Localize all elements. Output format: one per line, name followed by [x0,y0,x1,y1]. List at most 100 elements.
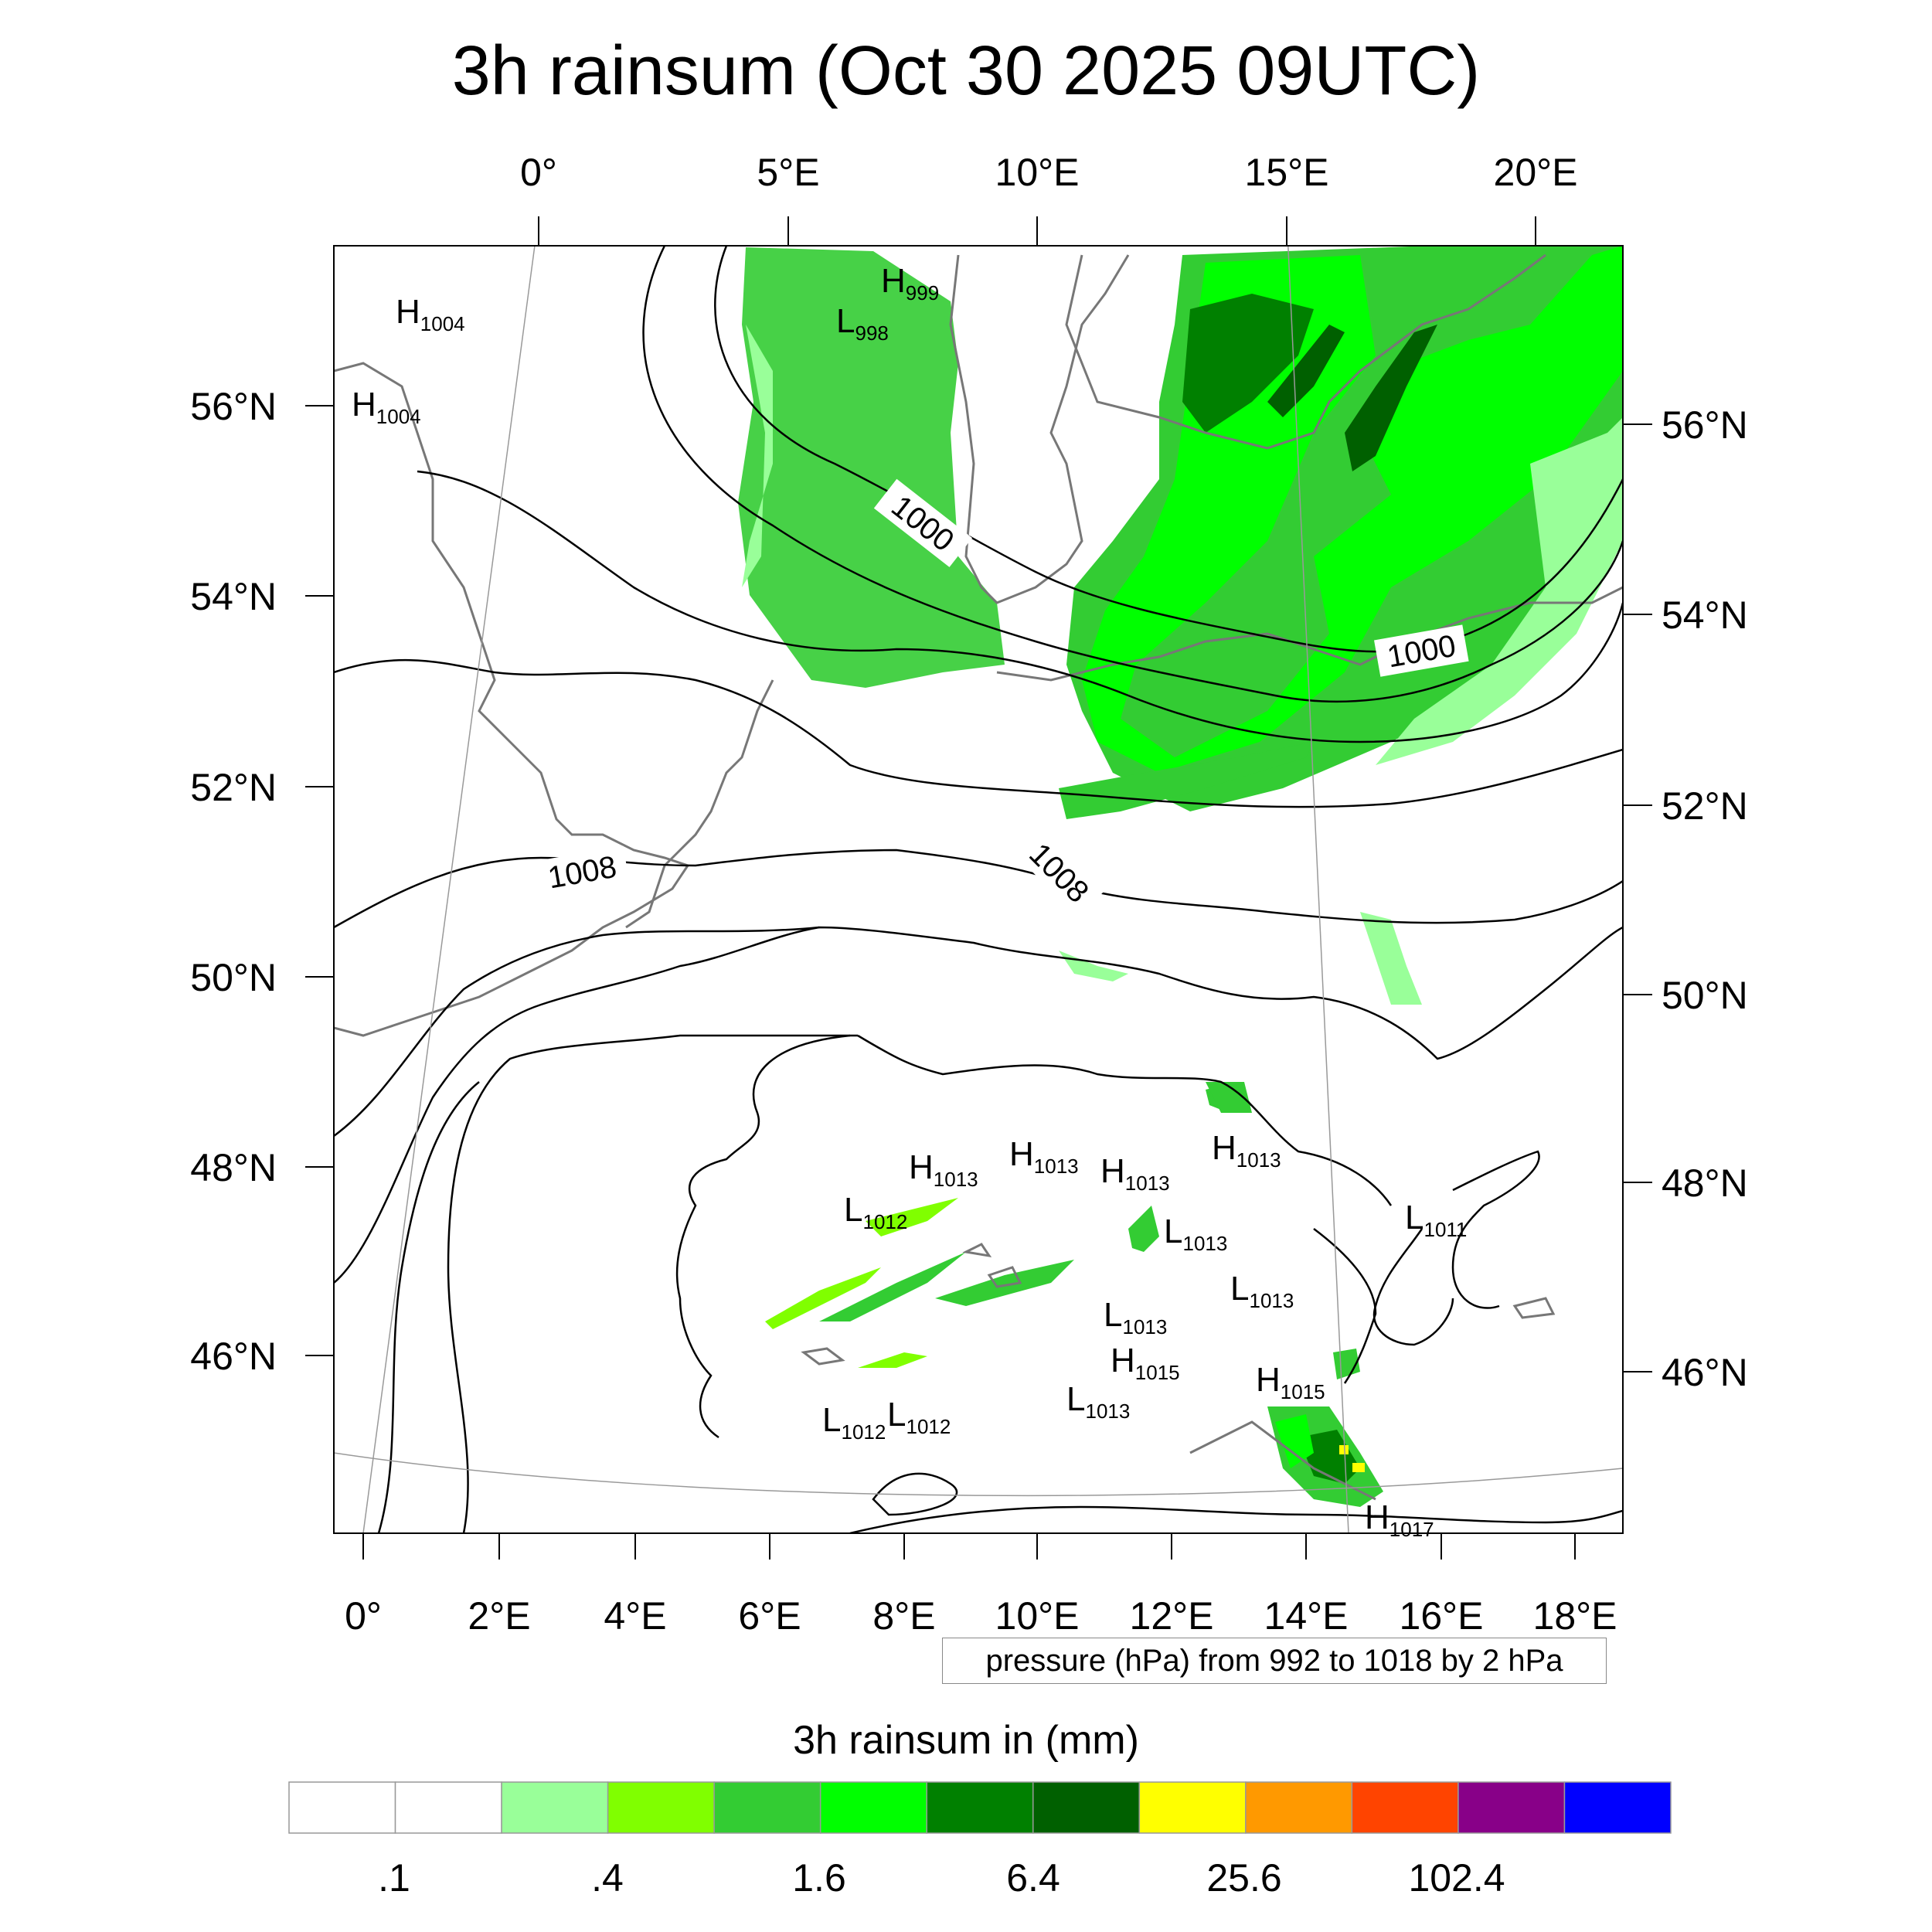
rain-area-baltic-dark3 [1267,325,1345,417]
colorbar-swatch-8 [1032,1781,1141,1834]
lat-label-right-48n: 48°N [1662,1162,1748,1205]
lat-label-right-54n: 54°N [1662,594,1748,637]
isobar-5 [334,849,1623,929]
colorbar-swatch-3 [501,1781,609,1834]
colorbar-swatch-4 [607,1781,715,1834]
lat-label-left-56n: 56°N [190,385,277,428]
isobar-east-1 [1451,1150,1540,1309]
colorbar-swatch-6 [819,1781,927,1834]
lake-4 [962,1243,992,1258]
lon-label-top-0: 0° [520,151,557,194]
lon-label-bottom-12e: 12°E [1130,1594,1214,1638]
pressure-center-h1013-a: H1013 [909,1148,978,1191]
map-frame [333,245,1624,1534]
map-content [334,246,1623,1533]
isobar-4 [334,658,1623,808]
colorbar-label-6-4: 6.4 [1006,1856,1060,1900]
pressure-center-h999: H999 [881,262,939,304]
rain-area-baltic-dark2 [1345,325,1437,471]
pressure-center-h1004-b: H1004 [352,386,421,428]
pressure-center-l1012-c: L1012 [887,1396,951,1438]
rain-band-germany [1059,742,1314,819]
lon-label-top-15e: 15°E [1245,151,1329,194]
isobar-south-2 [872,1472,958,1516]
isobar-6 [334,926,1623,1138]
lon-label-bottom-0: 0° [345,1594,382,1638]
lat-labels-right: 56°N 54°N 52°N 50°N 48°N 46°N [1662,403,1748,1394]
rain-area-baltic-dark [1182,294,1314,433]
rain-patch-slovenia-bright [1275,1414,1314,1468]
lon-label-bottom-10e: 10°E [995,1594,1080,1638]
pressure-center-l1013-b: L1013 [1230,1270,1294,1312]
meridian-15e [1287,246,1349,1533]
pressure-center-h1015-a: H1015 [1111,1342,1180,1384]
pressure-center-l1012-b: L1012 [822,1401,886,1444]
pressure-contour-note: pressure (hPa) from 992 to 1018 by 2 hPa [942,1638,1607,1684]
colorbar-swatch-9 [1138,1781,1247,1834]
rain-areas [738,246,1623,1507]
colorbar-swatch-7 [926,1781,1034,1834]
isobar-alps-2 [675,1034,851,1439]
lon-label-top-10e: 10°E [995,151,1080,194]
lon-labels-top: 0° 5°E 10°E 15°E 20°E [520,151,1577,194]
coastline-adriatic [1189,1420,1376,1501]
colorbar-swatch-2 [394,1781,502,1834]
colorbar-label-1-6: 1.6 [792,1856,846,1900]
coastline-britain [334,362,690,1037]
colorbar-swatch-12 [1458,1781,1566,1834]
colorbar-swatch-13 [1563,1781,1672,1834]
rain-patch-czech [1059,951,1128,981]
graticule [334,246,1623,1533]
lat-label-left-52n: 52°N [190,766,277,809]
isobar-1 [714,246,1623,653]
rain-area-north-sea-light [742,325,773,587]
isobars [334,246,1623,1533]
isobar-2 [642,246,1623,703]
isobar-south [849,1505,1623,1533]
coastline-sweden-south [1065,253,1546,450]
lon-label-bottom-4e: 4°E [604,1594,666,1638]
rain-area-baltic-light-edge [1376,417,1623,765]
coastlines [334,253,1623,1501]
lon-labels-bottom: 0° 2°E 4°E 6°E 8°E 10°E 12°E 14°E 16°E 1… [345,1594,1617,1638]
lon-label-bottom-2e: 2°E [468,1594,530,1638]
colorbar-title: 3h rainsum in (mm) [793,1718,1139,1763]
lon-label-bottom-14e: 14°E [1264,1594,1349,1638]
rain-streak-alps-5 [858,1352,927,1368]
lake-1 [801,1347,845,1366]
lat-label-right-52n: 52°N [1662,784,1748,828]
pressure-centers: H1004 H1004 H999 L998 H1013 H1013 H1013 … [352,262,1467,1541]
rain-area-north-sea [738,247,1005,688]
isobar-3 [417,470,1623,743]
lat-label-right-56n: 56°N [1662,403,1748,447]
isobar-8 [447,1034,858,1533]
rain-streak-alps-2 [819,1252,966,1321]
meridian-0 [362,246,536,1533]
lon-label-bottom-6e: 6°E [738,1594,801,1638]
coastline-continent [625,679,774,929]
parallel-45n [334,1452,1623,1497]
lon-label-bottom-18e: 18°E [1533,1594,1617,1638]
lat-label-left-48n: 48°N [190,1146,277,1189]
colorbar-swatch-10 [1245,1781,1353,1834]
pressure-center-l998: L998 [836,302,889,345]
rain-streak-alps-1 [765,1267,881,1329]
rain-patch-heavy-1 [1339,1445,1349,1454]
pressure-center-h1013-c: H1013 [1100,1152,1170,1195]
colorbar-swatch-11 [1351,1781,1459,1834]
colorbar-label-0-1: .1 [378,1856,410,1900]
isobar-label-1008-a: 1008 [546,850,619,896]
pressure-center-h1004-a: H1004 [396,293,465,335]
lat-label-left-46n: 46°N [190,1335,277,1378]
isobar-7 [334,926,820,1284]
pressure-center-l1011: L1011 [1405,1199,1467,1241]
rain-patch-poland [1360,912,1422,1005]
tick-marks [305,216,1652,1560]
coastline-baltic-south [996,586,1623,682]
rain-streak-alps-6 [1128,1206,1159,1252]
lon-label-top-5e: 5°E [757,151,819,194]
rain-patch-small-north [1206,1082,1252,1113]
isobar-labels: 1000 1000 1008 1008 [535,478,1469,918]
map-title: 3h rainsum (Oct 30 2025 09UTC) [451,32,1481,110]
lake-2 [987,1266,1022,1288]
